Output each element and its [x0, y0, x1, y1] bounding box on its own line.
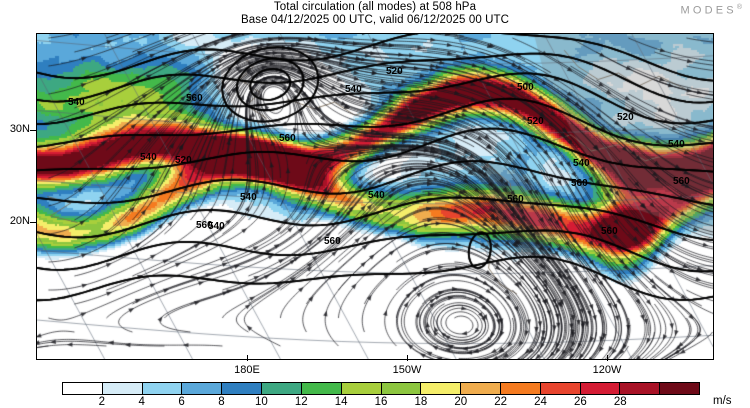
colorbar-swatch-13 [580, 383, 621, 394]
colorbar-tick-14: 14 [334, 396, 348, 408]
contour-label-560-6: 560 [196, 220, 213, 231]
colorbar-swatch-3 [182, 383, 223, 394]
colorbar-tick-26: 26 [573, 396, 587, 408]
colorbar-swatch-2 [142, 383, 183, 394]
contour-label-520-10: 520 [386, 66, 403, 77]
modes-logo: MODES® [680, 4, 742, 17]
y-axis-tick-20n [30, 222, 36, 223]
y-axis-label-20n: 20N [9, 215, 30, 227]
y-axis-tick-30n [30, 130, 36, 131]
contour-label-540-11: 540 [368, 190, 385, 201]
colorbar-tick-12: 12 [294, 396, 308, 408]
colorbar-swatch-6 [301, 383, 342, 394]
modes-logo-text: MODES [680, 4, 737, 17]
colorbar-swatch-12 [540, 383, 581, 394]
colorbar-tick-2: 2 [98, 396, 106, 408]
colorbar-swatch-5 [262, 383, 302, 394]
contour-label-540-0: 540 [68, 97, 85, 108]
colorbar-swatch-8 [381, 383, 422, 394]
colorbar-tick-22: 22 [494, 396, 508, 408]
contour-label-540-5: 540 [208, 221, 225, 232]
colorbar-tick-16: 16 [374, 396, 388, 408]
x-axis-label-180e: 180E [234, 364, 260, 376]
colorbar-swatch-4 [222, 383, 263, 394]
colorbar-tick-18: 18 [414, 396, 428, 408]
chart-subtitle: Base 04/12/2025 00 UTC, valid 06/12/2025… [240, 14, 510, 26]
x-axis-label-120w: 120W [592, 364, 622, 376]
contour-label-540-16: 540 [668, 139, 685, 150]
contour-label-560-8: 560 [324, 236, 341, 247]
colorbar-tick-8: 8 [218, 396, 225, 408]
colorbar-unit-label: m/s [713, 395, 732, 407]
x-axis-tick-120w [607, 355, 608, 361]
contour-label-520-14: 520 [617, 112, 634, 123]
x-axis-tick-180e [247, 355, 248, 361]
contour-label-560-20: 560 [673, 176, 690, 187]
colorbar-swatch-0 [63, 383, 103, 394]
contour-label-560-17: 560 [507, 194, 524, 205]
colorbar-swatch-10 [461, 383, 501, 394]
contour-label-540-7: 540 [240, 192, 257, 203]
colorbar-swatch-7 [341, 383, 382, 394]
contour-label-520-13: 520 [527, 116, 544, 127]
modes-registered-mark: ® [736, 4, 742, 11]
contour-label-540-15: 540 [573, 158, 590, 169]
colorbar-tick-4: 4 [138, 396, 145, 408]
map-plot-area [36, 33, 714, 360]
contour-label-560-18: 560 [571, 178, 588, 189]
colorbar-swatch-1 [102, 383, 143, 394]
colorbar-swatch-11 [500, 383, 541, 394]
contour-label-540-9: 540 [345, 84, 362, 95]
colorbar-tick-6: 6 [178, 396, 185, 408]
x-axis-tick-150w [407, 355, 408, 361]
colorbar-swatch-14 [620, 383, 661, 394]
contour-label-560-4: 560 [279, 133, 296, 144]
chart-title-block: Total circulation (all modes) at 508 hPa… [0, 1, 750, 27]
colorbar-tick-28: 28 [613, 396, 627, 408]
contour-label-560-19: 560 [601, 226, 618, 237]
wind-speed-map-canvas [37, 34, 713, 359]
chart-title: Total circulation (all modes) at 508 hPa [273, 1, 477, 13]
contour-label-540-2: 540 [140, 152, 157, 163]
contour-label-500-12: 500 [517, 82, 534, 93]
contour-label-520-3: 520 [175, 155, 192, 166]
colorbar-swatch-9 [421, 383, 462, 394]
colorbar-swatch-15 [660, 383, 699, 394]
y-axis-label-30n: 30N [9, 123, 30, 135]
colorbar-tick-20: 20 [454, 396, 468, 408]
contour-label-560-1: 560 [186, 93, 203, 104]
colorbar-tick-24: 24 [534, 396, 547, 408]
colorbar [62, 382, 700, 395]
colorbar-tick-10: 10 [254, 396, 268, 408]
x-axis-label-150w: 150W [392, 364, 422, 376]
